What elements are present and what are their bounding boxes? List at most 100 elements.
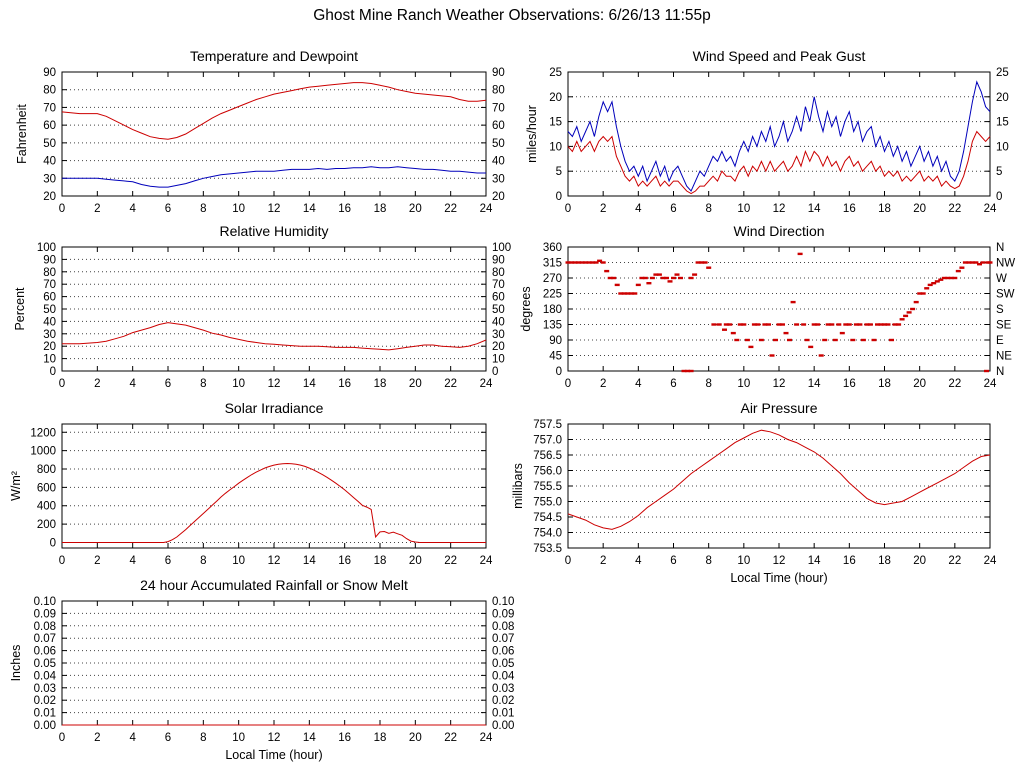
y-tick-label: 0 (556, 366, 562, 378)
y-tick-label-right: 90 (492, 67, 505, 79)
y-tick-label-right: 0 (492, 366, 498, 378)
y-tick-label: 0.08 (34, 621, 56, 633)
series-wind-speed (567, 130, 991, 195)
x-tick-label: 16 (338, 378, 351, 390)
page-title: Ghost Mine Ranch Weather Observations: 6… (313, 7, 711, 24)
x-tick-label: 14 (808, 203, 821, 215)
x-tick-label: 18 (374, 378, 387, 390)
series-air-pressure (567, 429, 991, 530)
x-tick-label: 12 (268, 203, 281, 215)
y-tick-label-right: 10 (492, 354, 505, 366)
y-tick-label-right: 40 (492, 156, 505, 168)
y-tick-label: 756.5 (533, 450, 562, 462)
y-tick-label: 0.02 (34, 695, 56, 707)
series-dewpoint (62, 166, 486, 188)
x-tick-label: 16 (338, 203, 351, 215)
y-tick-label: 10 (549, 141, 562, 153)
x-tick-label: 24 (480, 732, 493, 744)
y-tick-label: 755.0 (533, 497, 562, 509)
y-tick-label-right: 0.02 (492, 695, 514, 707)
x-tick-label: 4 (129, 203, 136, 215)
y-tick-label: 135 (543, 320, 562, 332)
y-tick-label: 20 (549, 92, 562, 104)
y-tick-label-right: 0.01 (492, 708, 514, 720)
y-tick-label-right: 0.00 (492, 720, 514, 732)
y-tick-label: 0.10 (34, 596, 56, 608)
x-tick-label: 20 (913, 378, 926, 390)
y-tick-label-right: NW (996, 258, 1015, 270)
y-tick-label-right: 0 (996, 191, 1002, 203)
x-tick-label: 20 (409, 732, 422, 744)
x-tick-label: 8 (705, 378, 711, 390)
x-tick-label: 8 (705, 555, 711, 567)
y-tick-label-right: 15 (996, 117, 1009, 129)
gridlines (62, 612, 486, 714)
y-tick-label: 0.00 (34, 720, 56, 732)
y-tick-label: 0.05 (34, 658, 56, 670)
x-tick-label: 22 (444, 555, 457, 567)
y-tick-label: 1000 (30, 446, 56, 458)
series-peak-gust (567, 80, 991, 192)
x-tick-label: 2 (600, 378, 606, 390)
chart-title: Solar Irradiance (225, 400, 324, 416)
y-tick-label-right: 0.03 (492, 683, 514, 695)
y-tick-label: 0 (50, 366, 56, 378)
y-tick-label: 15 (549, 117, 562, 129)
y-axis-label: Inches (9, 645, 23, 682)
x-tick-label: 18 (374, 203, 387, 215)
x-tick-label: 24 (984, 378, 997, 390)
chart-title: Wind Direction (733, 223, 824, 239)
x-axis: 0 2 4 6 8 10 12 14 16 18 20 22 24 (565, 72, 997, 215)
x-tick-label: 10 (232, 203, 245, 215)
y-axis-label: degrees (519, 286, 533, 331)
y-tick-label: 0.07 (34, 633, 56, 645)
x-tick-label: 22 (948, 555, 961, 567)
x-tick-label: 0 (59, 378, 65, 390)
y-tick-label: 90 (549, 335, 562, 347)
gridlines (62, 258, 486, 360)
gridlines (568, 96, 990, 172)
y-tick-label: 1200 (30, 427, 56, 439)
y-tick-label: 30 (43, 173, 56, 185)
x-tick-label: 0 (59, 555, 65, 567)
x-tick-label: 12 (268, 378, 281, 390)
x-tick-label: 0 (565, 203, 571, 215)
x-tick-label: 8 (200, 203, 206, 215)
y-tick-label-right: 30 (492, 329, 505, 341)
y-tick-label-right: 0.05 (492, 658, 514, 670)
y-tick-label: 360 (543, 242, 562, 254)
x-tick-label: 20 (409, 555, 422, 567)
y-tick-label-right: 20 (492, 341, 505, 353)
x-tick-label: 2 (94, 732, 100, 744)
x-tick-label: 22 (444, 203, 457, 215)
y-axis-label: W/m² (9, 471, 23, 501)
x-tick-label: 18 (878, 555, 891, 567)
series-wind-direction (565, 252, 993, 373)
y-tick-label-right: 100 (492, 242, 511, 254)
y-tick-label: 270 (543, 273, 562, 285)
x-axis: 0 2 4 6 8 10 12 14 16 18 20 22 24 (59, 247, 493, 390)
x-tick-label: 6 (165, 378, 171, 390)
series-temperature (61, 82, 487, 140)
y-tick-label: 600 (37, 482, 56, 494)
plot-frame (61, 423, 487, 549)
x-axis: 0 2 4 6 8 10 12 14 16 18 20 22 24 (59, 424, 493, 567)
plot-frame (61, 71, 487, 197)
y-tick-label-right: 60 (492, 292, 505, 304)
y-tick-label-right: 25 (996, 67, 1009, 79)
y-tick-label: 0 (556, 191, 562, 203)
x-tick-label: 6 (670, 203, 676, 215)
y-tick-label-right: 80 (492, 85, 505, 97)
y-tick-label: 60 (43, 120, 56, 132)
x-tick-label: 8 (705, 203, 711, 215)
plot-frame (567, 71, 991, 197)
y-tick-label: 40 (43, 156, 56, 168)
y-tick-label: 753.5 (533, 543, 562, 555)
y-tick-label: 315 (543, 258, 562, 270)
